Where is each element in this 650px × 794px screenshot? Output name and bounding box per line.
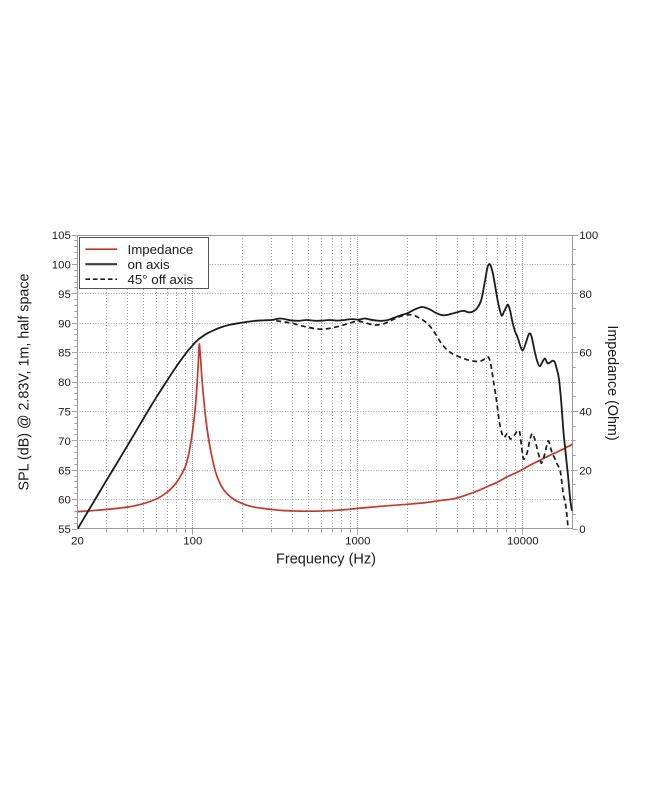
svg-text:60: 60 (579, 348, 592, 360)
svg-text:0: 0 (579, 524, 585, 536)
svg-text:SPL (dB) @ 2.83V, 1m, half spa: SPL (dB) @ 2.83V, 1m, half space (17, 274, 33, 491)
svg-text:Frequency (Hz): Frequency (Hz) (276, 552, 376, 568)
svg-text:95: 95 (58, 289, 71, 301)
svg-text:Impedance (Ohm): Impedance (Ohm) (604, 325, 620, 440)
svg-text:55: 55 (58, 524, 71, 536)
svg-text:100: 100 (52, 260, 71, 272)
svg-text:75: 75 (58, 407, 71, 419)
svg-text:on axis: on axis (128, 257, 170, 272)
svg-text:20: 20 (579, 465, 592, 477)
svg-text:10000: 10000 (507, 535, 539, 547)
svg-text:85: 85 (58, 348, 71, 360)
svg-text:45° off axis: 45° off axis (128, 272, 194, 287)
svg-text:70: 70 (58, 436, 71, 448)
svg-text:60: 60 (58, 495, 71, 507)
svg-text:20: 20 (71, 535, 84, 547)
svg-text:100: 100 (579, 230, 598, 242)
svg-text:105: 105 (52, 230, 71, 242)
svg-text:80: 80 (579, 289, 592, 301)
svg-text:65: 65 (58, 465, 71, 477)
svg-text:80: 80 (58, 377, 71, 389)
svg-text:90: 90 (58, 318, 71, 330)
svg-text:1000: 1000 (345, 535, 370, 547)
svg-text:Impedance: Impedance (128, 242, 194, 257)
svg-text:100: 100 (183, 535, 202, 547)
svg-text:40: 40 (579, 407, 592, 419)
